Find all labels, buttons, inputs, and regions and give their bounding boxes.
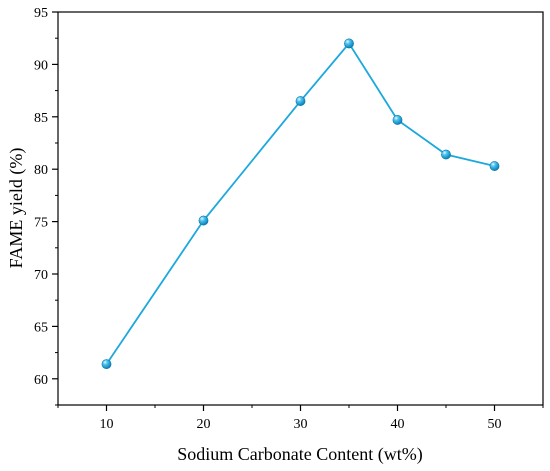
x-tick-label: 20 bbox=[197, 417, 211, 432]
data-point bbox=[101, 359, 112, 370]
y-tick-label: 95 bbox=[34, 6, 48, 21]
data-point bbox=[441, 149, 451, 160]
y-tick-label: 65 bbox=[34, 320, 48, 335]
data-point bbox=[392, 115, 403, 125]
y-tick-label: 80 bbox=[34, 163, 48, 178]
y-tick-label: 85 bbox=[34, 111, 48, 126]
x-tick-label: 40 bbox=[391, 417, 405, 432]
data-point bbox=[344, 38, 354, 49]
data-point bbox=[295, 96, 306, 106]
x-axis-title: Sodium Carbonate Content (wt%) bbox=[177, 444, 422, 465]
y-axis-title: FAME yield (%) bbox=[6, 148, 27, 269]
plot-frame bbox=[57, 11, 544, 406]
series-line bbox=[105, 41, 495, 365]
y-tick-label: 60 bbox=[34, 373, 48, 388]
y-tick-label: 90 bbox=[34, 58, 48, 73]
data-series bbox=[101, 38, 500, 370]
x-tick-label: 10 bbox=[100, 417, 114, 432]
data-point bbox=[198, 215, 209, 226]
x-tick-label: 30 bbox=[294, 417, 308, 432]
y-tick-label: 75 bbox=[34, 216, 48, 231]
y-tick-label: 70 bbox=[34, 268, 48, 283]
x-tick-label: 50 bbox=[488, 417, 502, 432]
data-point bbox=[489, 161, 500, 171]
axes: 10 20 30 40 50 60 65 70 75 80 85 90 95 bbox=[34, 6, 544, 432]
